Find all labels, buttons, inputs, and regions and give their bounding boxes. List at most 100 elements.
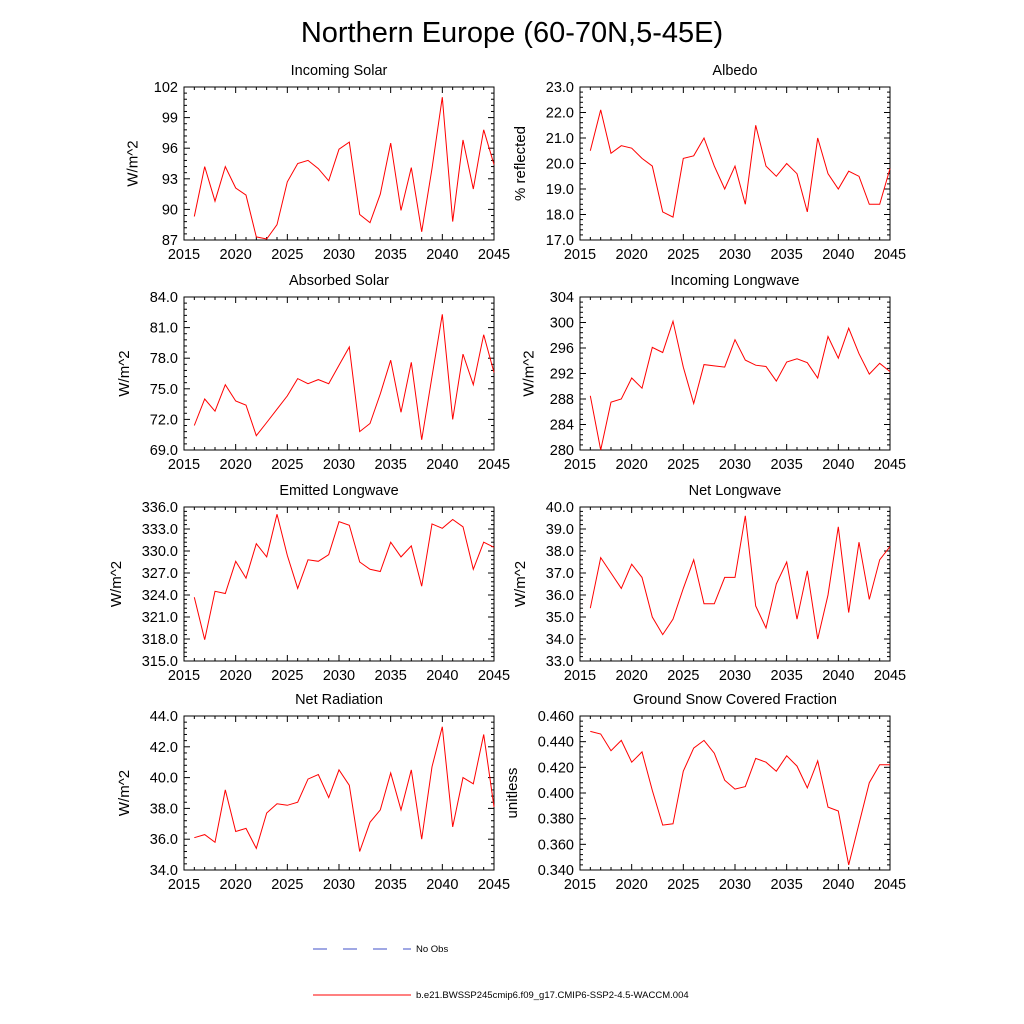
panel-absorbed-solar: Absorbed Solar 2015 2020 2025 2030 2035 2040 20… bbox=[116, 273, 510, 473]
y-tick-label: 0.340 bbox=[538, 863, 574, 879]
y-axis-label: W/m^2 bbox=[116, 350, 133, 396]
x-tick-label: 2045 bbox=[478, 668, 510, 684]
panel-title: Ground Snow Covered Fraction bbox=[633, 692, 837, 708]
y-tick-label: 22.0 bbox=[546, 106, 574, 122]
x-tick-label: 2040 bbox=[426, 247, 458, 263]
y-tick-label: 20.0 bbox=[546, 157, 574, 173]
series-line-model bbox=[193, 514, 495, 640]
panel-title: Albedo bbox=[712, 63, 757, 79]
y-tick-label: 72.0 bbox=[150, 412, 178, 428]
x-tick-label: 2015 bbox=[564, 247, 596, 263]
x-tick-label: 2035 bbox=[375, 457, 407, 473]
plot-frame bbox=[183, 715, 495, 871]
y-tick-label: 288 bbox=[550, 392, 574, 408]
y-tick-label: 0.460 bbox=[538, 709, 574, 725]
x-tick-label: 2045 bbox=[478, 247, 510, 263]
y-axis-label: unitless bbox=[504, 768, 521, 819]
panel-ground-snow-covered-fraction: Ground Snow Covered Fraction 2015 2020 2025… bbox=[504, 692, 906, 893]
series-line-model bbox=[589, 109, 891, 218]
x-tick-label: 2025 bbox=[271, 877, 303, 893]
y-tick-label: 0.420 bbox=[538, 760, 574, 776]
x-tick-label: 2035 bbox=[771, 457, 803, 473]
x-tick-label: 2030 bbox=[323, 668, 355, 684]
x-tick-label: 2045 bbox=[478, 877, 510, 893]
y-tick-label: 280 bbox=[550, 443, 574, 459]
y-axis-label: % reflected bbox=[512, 126, 529, 201]
y-tick-label: 321.0 bbox=[142, 610, 178, 626]
y-tick-label: 333.0 bbox=[142, 522, 178, 538]
y-tick-label: 34.0 bbox=[150, 863, 178, 879]
y-tick-label: 330.0 bbox=[142, 544, 178, 560]
x-tick-label: 2040 bbox=[822, 877, 854, 893]
x-tick-label: 2020 bbox=[616, 877, 648, 893]
y-axis-label: W/m^2 bbox=[520, 350, 537, 396]
figure-title: Northern Europe (60-70N,5-45E) bbox=[301, 17, 723, 49]
plot-frame bbox=[579, 715, 891, 871]
plot-frame bbox=[579, 296, 891, 451]
x-tick-label: 2030 bbox=[323, 457, 355, 473]
x-tick-label: 2025 bbox=[667, 247, 699, 263]
x-tick-label: 2020 bbox=[616, 457, 648, 473]
panel-title: Incoming Longwave bbox=[671, 273, 800, 289]
x-tick-label: 2035 bbox=[375, 247, 407, 263]
x-tick-label: 2045 bbox=[478, 457, 510, 473]
y-tick-label: 84.0 bbox=[150, 290, 178, 306]
y-tick-label: 292 bbox=[550, 367, 574, 383]
x-tick-label: 2045 bbox=[874, 247, 906, 263]
panel-title: Emitted Longwave bbox=[279, 483, 398, 499]
y-tick-label: 296 bbox=[550, 341, 574, 357]
y-tick-label: 300 bbox=[550, 316, 574, 332]
y-tick-label: 78.0 bbox=[150, 351, 178, 367]
y-tick-label: 93 bbox=[162, 172, 178, 188]
y-tick-label: 336.0 bbox=[142, 500, 178, 516]
y-tick-label: 36.0 bbox=[150, 832, 178, 848]
panel-incoming-solar: Incoming Solar 2015 2020 2025 2030 2035 2040 20… bbox=[124, 63, 510, 263]
y-tick-label: 102 bbox=[154, 80, 178, 96]
x-tick-label: 2020 bbox=[220, 877, 252, 893]
y-tick-label: 40.0 bbox=[546, 500, 574, 516]
x-tick-label: 2035 bbox=[375, 877, 407, 893]
x-tick-label: 2025 bbox=[271, 668, 303, 684]
y-tick-label: 33.0 bbox=[546, 654, 574, 670]
x-tick-label: 2040 bbox=[426, 877, 458, 893]
y-tick-label: 90 bbox=[162, 202, 178, 218]
panel-albedo: Albedo 2015 2020 2025 2030 2035 2040 2045 17.0 18… bbox=[512, 63, 906, 263]
panel-emitted-longwave: Emitted Longwave 2015 2020 2025 2030 2035 2040… bbox=[108, 483, 510, 684]
x-tick-label: 2045 bbox=[874, 668, 906, 684]
panel-incoming-longwave: Incoming Longwave 2015 2020 2025 2030 2035 204… bbox=[520, 273, 906, 473]
y-tick-label: 0.440 bbox=[538, 735, 574, 751]
plot-frame bbox=[183, 296, 495, 451]
x-tick-label: 2025 bbox=[667, 457, 699, 473]
y-axis-label: W/m^2 bbox=[124, 140, 141, 186]
series-line-model bbox=[193, 97, 495, 240]
y-tick-label: 23.0 bbox=[546, 80, 574, 96]
y-tick-label: 35.0 bbox=[546, 610, 574, 626]
legend-item-model: b.e21.BWSSP245cmip6.f09_g17.CMIP6-SSP2-4… bbox=[313, 990, 689, 1001]
panel-title: Incoming Solar bbox=[291, 63, 388, 79]
y-tick-label: 36.0 bbox=[546, 588, 574, 604]
y-axis-label: W/m^2 bbox=[116, 770, 133, 816]
y-tick-label: 99 bbox=[162, 111, 178, 127]
y-axis-label: W/m^2 bbox=[512, 561, 529, 607]
y-tick-label: 327.0 bbox=[142, 566, 178, 582]
x-tick-label: 2020 bbox=[616, 668, 648, 684]
y-tick-label: 21.0 bbox=[546, 131, 574, 147]
y-tick-label: 81.0 bbox=[150, 321, 178, 337]
y-tick-label: 38.0 bbox=[150, 801, 178, 817]
y-tick-label: 304 bbox=[550, 290, 574, 306]
legend-item-no-obs: No Obs bbox=[313, 944, 448, 955]
x-tick-label: 2015 bbox=[168, 668, 200, 684]
x-tick-label: 2015 bbox=[564, 457, 596, 473]
x-tick-label: 2030 bbox=[323, 877, 355, 893]
y-tick-label: 69.0 bbox=[150, 443, 178, 459]
x-tick-label: 2040 bbox=[822, 247, 854, 263]
x-tick-label: 2015 bbox=[168, 247, 200, 263]
plot-frame bbox=[579, 506, 891, 662]
x-tick-label: 2020 bbox=[220, 247, 252, 263]
series-line-model bbox=[589, 515, 891, 640]
x-tick-label: 2025 bbox=[667, 877, 699, 893]
y-tick-label: 40.0 bbox=[150, 771, 178, 787]
series-line-model bbox=[590, 730, 890, 866]
x-tick-label: 2030 bbox=[323, 247, 355, 263]
